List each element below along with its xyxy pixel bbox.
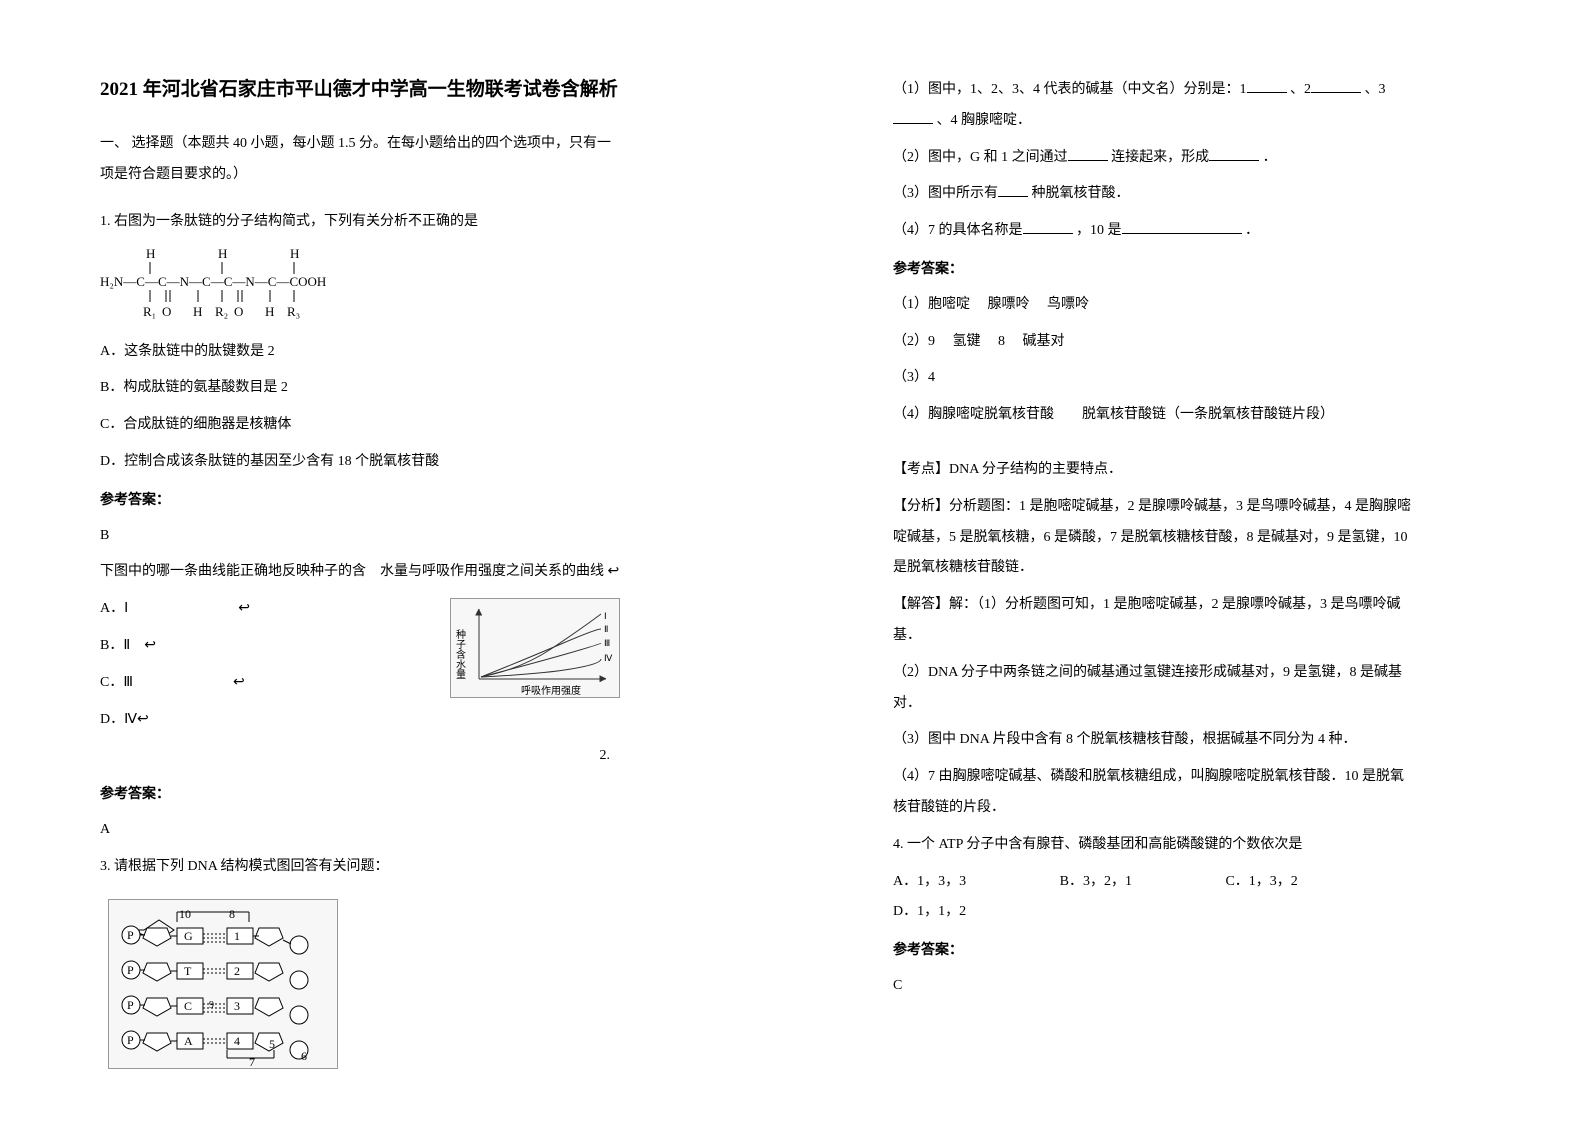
q4-options: A．1，3，3 B．3，2，1 C．1，3，2 D．1，1，2 bbox=[893, 867, 1413, 929]
q2-chart: 种子含水量 Ⅰ Ⅱ Ⅲ Ⅳ 呼吸作用强度 bbox=[450, 598, 620, 698]
q2-optC: C．Ⅲ↩ bbox=[100, 668, 442, 699]
q3-sub2b: 连接起来，形成 bbox=[1111, 150, 1209, 165]
q3-a3: （3）4 bbox=[893, 363, 1413, 394]
svg-text:R₂: R₂ bbox=[215, 304, 228, 319]
svg-text:A: A bbox=[184, 1034, 193, 1048]
svg-text:H: H bbox=[265, 304, 274, 319]
q1-optB: B．构成肽链的氨基酸数目是 2 bbox=[100, 373, 620, 404]
q4-optC: C．1，3，2 bbox=[1225, 867, 1297, 898]
q3-sub2c: ． bbox=[1263, 150, 1277, 165]
q3-ans-label: 参考答案： bbox=[893, 253, 1413, 284]
q2-ans: A bbox=[100, 815, 620, 846]
svg-text:Ⅱ: Ⅱ bbox=[604, 624, 608, 634]
chart-ylabel: 种子含水量 bbox=[454, 628, 466, 679]
svg-text:P: P bbox=[127, 998, 134, 1012]
q3-sub2: （2）图中，G 和 1 之间通过 连接起来，形成 ． bbox=[893, 143, 1413, 174]
q1-stem: 1. 右图为一条肽链的分子结构简式，下列有关分析不正确的是 bbox=[100, 207, 620, 238]
svg-text:R₃: R₃ bbox=[287, 304, 300, 319]
svg-text:8: 8 bbox=[229, 907, 235, 921]
q3-sub3a: （3）图中所示有 bbox=[893, 186, 998, 201]
svg-text:H: H bbox=[290, 246, 299, 261]
q4-optB: B．3，2，1 bbox=[1060, 867, 1132, 898]
svg-text:7: 7 bbox=[249, 1055, 255, 1069]
q2-optB: B．Ⅱ ↩ bbox=[100, 631, 442, 662]
q3-jd3: （3）图中 DNA 片段中含有 8 个脱氧核糖核苷酸，根据碱基不同分为 4 种． bbox=[893, 725, 1413, 756]
q3-sub2a: （2）图中，G 和 1 之间通过 bbox=[893, 150, 1068, 165]
svg-text:P: P bbox=[127, 928, 134, 942]
svg-text:10: 10 bbox=[179, 907, 191, 921]
q3-jd4: （4）7 由胸腺嘧啶碱基、磷酸和脱氧核糖组成，叫胸腺嘧啶脱氧核苷酸．10 是脱氧… bbox=[893, 762, 1413, 824]
q3-fx: 【分析】分析题图：1 是胞嘧啶碱基，2 是腺嘌呤碱基，3 是鸟嘌呤碱基，4 是胸… bbox=[893, 492, 1413, 584]
svg-text:1: 1 bbox=[234, 929, 240, 943]
q3-sub1c: 、3 bbox=[1365, 82, 1386, 97]
svg-text:O: O bbox=[234, 304, 243, 319]
svg-text:Ⅳ: Ⅳ bbox=[604, 653, 613, 663]
doc-title: 2021 年河北省石家庄市平山德才中学高一生物联考试卷含解析 bbox=[100, 75, 620, 105]
q4-ans: C bbox=[893, 971, 1413, 1002]
q2-number: 2. bbox=[100, 741, 620, 772]
svg-text:G: G bbox=[184, 929, 193, 943]
svg-text:3: 3 bbox=[234, 999, 240, 1013]
svg-text:6: 6 bbox=[301, 1049, 307, 1063]
q3-sub1: （1）图中，1、2、3、4 代表的碱基（中文名）分别是：1 、2 、3 、4 胸… bbox=[893, 75, 1413, 137]
svg-text:T: T bbox=[184, 964, 192, 978]
svg-text:Ⅲ: Ⅲ bbox=[604, 638, 610, 648]
q3-sub4c: ． bbox=[1245, 223, 1259, 238]
q1-optC: C．合成肽链的细胞器是核糖体 bbox=[100, 410, 620, 441]
q3-kd: 【考点】DNA 分子结构的主要特点． bbox=[893, 455, 1413, 486]
q4-stem: 4. 一个 ATP 分子中含有腺苷、磷酸基团和高能磷酸键的个数依次是 bbox=[893, 830, 1413, 861]
svg-text:2: 2 bbox=[234, 964, 240, 978]
svg-text:R₁: R₁ bbox=[143, 304, 156, 319]
q3-a2: （2）9 氢键 8 碱基对 bbox=[893, 327, 1413, 358]
q2-optC-text: C．Ⅲ bbox=[100, 675, 133, 690]
q2-stem: 下图中的哪一条曲线能正确地反映种子的含 水量与呼吸作用强度之间关系的曲线 ↩ bbox=[100, 557, 620, 588]
q3-sub1d: 、4 胸腺嘧啶． bbox=[937, 113, 1032, 128]
q1-optA: A．这条肽链中的肽键数是 2 bbox=[100, 337, 620, 368]
peptide-svg: H H H H₂N—C—C—N—C—C—N—C—COOH R₁ O H R₂ O H R₃ bbox=[100, 244, 360, 324]
q2-optA-text: A．Ⅰ bbox=[100, 601, 128, 616]
q3-stem: 3. 请根据下列 DNA 结构模式图回答有关问题： bbox=[100, 852, 620, 883]
svg-text:9: 9 bbox=[209, 1000, 214, 1011]
q3-a1: （1）胞嘧啶 腺嘌呤 鸟嘌呤 bbox=[893, 290, 1413, 321]
q3-dna-figure: P P P P G T C A bbox=[108, 899, 338, 1069]
svg-text:Ⅰ: Ⅰ bbox=[604, 611, 607, 621]
svg-text:P: P bbox=[127, 1033, 134, 1047]
q2-ans-label: 参考答案： bbox=[100, 778, 620, 809]
q3-sub1a: （1）图中，1、2、3、4 代表的碱基（中文名）分别是：1 bbox=[893, 82, 1247, 97]
section-1-head: 一、 选择题（本题共 40 小题，每小题 1.5 分。在每小题给出的四个选项中，… bbox=[100, 129, 620, 191]
q4-optD: D．1，1，2 bbox=[893, 897, 966, 928]
q3-sub4: （4）7 的具体名称是 ，10 是 ． bbox=[893, 216, 1413, 247]
q2-optD: D．Ⅳ↩ bbox=[100, 705, 442, 736]
q3-sub4a: （4）7 的具体名称是 bbox=[893, 223, 1023, 238]
right-page: （1）图中，1、2、3、4 代表的碱基（中文名）分别是：1 、2 、3 、4 胸… bbox=[793, 0, 1473, 1048]
svg-text:H: H bbox=[193, 304, 202, 319]
svg-text:H: H bbox=[218, 246, 227, 261]
q2-optA: A．Ⅰ↩ bbox=[100, 594, 442, 625]
q3-a4: （4）胸腺嘧啶脱氧核苷酸 脱氧核苷酸链（一条脱氧核苷酸链片段） bbox=[893, 400, 1413, 431]
q4-optA: A．1，3，3 bbox=[893, 867, 966, 898]
q3-jd2: （2）DNA 分子中两条链之间的碱基通过氢键连接形成碱基对，9 是氢键，8 是碱… bbox=[893, 658, 1413, 720]
svg-text:P: P bbox=[127, 963, 134, 977]
q1-optD: D．控制合成该条肽链的基因至少含有 18 个脱氧核苷酸 bbox=[100, 447, 620, 478]
svg-text:H₂N—C—C—N—C—C—N—C—COOH: H₂N—C—C—N—C—C—N—C—COOH bbox=[100, 274, 326, 289]
q1-ans-label: 参考答案： bbox=[100, 484, 620, 515]
q3-jd1: 【解答】解：（1）分析题图可知，1 是胞嘧啶碱基，2 是腺嘌呤碱基，3 是鸟嘌呤… bbox=[893, 590, 1413, 652]
svg-text:O: O bbox=[162, 304, 171, 319]
left-page: 2021 年河北省石家庄市平山德才中学高一生物联考试卷含解析 一、 选择题（本题… bbox=[0, 0, 680, 1122]
q3-sub1b: 、2 bbox=[1290, 82, 1311, 97]
svg-text:4: 4 bbox=[234, 1034, 240, 1048]
chart-xlabel: 呼吸作用强度 bbox=[521, 684, 581, 697]
q1-ans: B bbox=[100, 521, 620, 552]
svg-text:5: 5 bbox=[269, 1037, 275, 1051]
svg-text:H: H bbox=[146, 246, 155, 261]
q3-sub4b: ，10 是 bbox=[1076, 223, 1122, 238]
q3-sub3: （3）图中所示有 种脱氧核苷酸． bbox=[893, 179, 1413, 210]
q4-ans-label: 参考答案： bbox=[893, 934, 1413, 965]
q1-structure-figure: H H H H₂N—C—C—N—C—C—N—C—COOH R₁ O H R₂ O H R₃ bbox=[100, 244, 620, 337]
svg-text:C: C bbox=[184, 999, 192, 1013]
q3-sub3b: 种脱氧核苷酸． bbox=[1032, 186, 1130, 201]
